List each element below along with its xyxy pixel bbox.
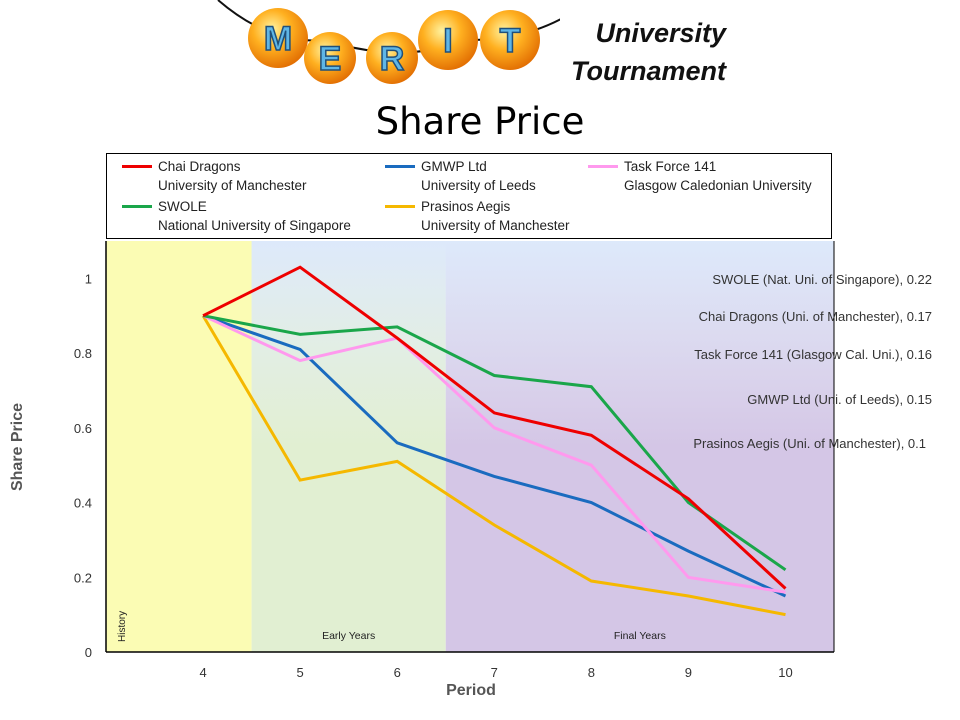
legend-uni-prasinos: University of Manchester: [421, 218, 570, 233]
chart-legend: Chai Dragons University of Manchester SW…: [106, 153, 832, 239]
chart-title: Share Price: [375, 100, 585, 143]
x-tick-label: 6: [394, 665, 401, 680]
series-line-prasinos: [201, 314, 786, 617]
annotation-swole: SWOLE (Nat. Uni. of Singapore), 0.22: [712, 272, 932, 287]
y-axis-label: Share Price: [9, 402, 26, 492]
brand-line-1: University: [595, 18, 726, 48]
legend-entry-prasinos: Prasinos Aegis University of Manchester: [385, 197, 570, 235]
plot-background-gradient: [251, 241, 835, 652]
x-tick-label: 9: [685, 665, 692, 680]
annotation-chai-dragons: Chai Dragons (Uni. of Manchester), 0.17: [699, 309, 932, 324]
y-tick-label: 0.6: [74, 421, 92, 436]
legend-name-task-force: Task Force 141: [624, 159, 717, 174]
legend-uni-chai-dragons: University of Manchester: [158, 178, 307, 193]
legend-name-chai-dragons: Chai Dragons: [158, 159, 241, 174]
region-label: Final Years: [614, 630, 666, 642]
y-tick-label: 0: [85, 645, 92, 660]
legend-entry-swole: SWOLE National University of Singapore: [122, 197, 351, 235]
series-lines: [201, 265, 787, 617]
annotation-task-force: Task Force 141 (Glasgow Cal. Uni.), 0.16: [694, 347, 932, 362]
logo-ball: [480, 10, 540, 70]
legend-name-prasinos: Prasinos Aegis: [421, 199, 511, 214]
tick-labels: 0 0.2 0.4 0.6 0.8 1 4 5 6 7 8 9 10: [74, 271, 793, 680]
axes: [105, 241, 835, 653]
brand-text: University Tournament: [560, 14, 726, 90]
series-line-swole: [202, 314, 787, 572]
legend-uni-swole: National University of Singapore: [158, 218, 351, 233]
y-tick-label: 0.2: [74, 570, 92, 585]
region-band: [106, 241, 252, 652]
x-axis-label: Period: [446, 682, 496, 699]
x-tick-label: 7: [491, 665, 498, 680]
region-label: History: [117, 611, 128, 642]
legend-swatch-prasinos: [385, 205, 415, 208]
y-tick-label: 0.8: [74, 346, 92, 361]
logo-letter: R: [380, 40, 405, 78]
logo-ball: [366, 32, 418, 84]
logo-ball: [304, 32, 356, 84]
region-label: Early Years: [322, 630, 375, 642]
logo-ball: [418, 10, 478, 70]
legend-name-swole: SWOLE: [158, 199, 207, 214]
series-line-chai-dragons: [202, 265, 787, 590]
brand-line-2: Tournament: [571, 56, 726, 86]
legend-uni-task-force: Glasgow Caledonian University: [624, 178, 812, 193]
x-tick-label: 8: [588, 665, 595, 680]
end-annotations: SWOLE (Nat. Uni. of Singapore), 0.22 Chai…: [693, 272, 932, 451]
legend-name-gmwp: GMWP Ltd: [421, 159, 487, 174]
x-tick-label: 10: [778, 665, 792, 680]
logo-ball: [248, 8, 308, 68]
x-tick-label: 5: [297, 665, 304, 680]
logo-letter: T: [500, 22, 521, 60]
series-line-task-force: [202, 314, 786, 594]
merit-logo: ME R I T: [217, 0, 560, 84]
logo-letter: E: [319, 40, 342, 78]
legend-swatch-swole: [122, 205, 152, 208]
logo-letter: M: [264, 20, 292, 58]
annotation-prasinos: Prasinos Aegis (Uni. of Manchester), 0.1: [693, 436, 926, 451]
legend-entry-gmwp: GMWP Ltd University of Leeds: [385, 157, 536, 195]
logo-letter: I: [443, 22, 452, 60]
legend-swatch-chai-dragons: [122, 165, 152, 168]
region-band: [251, 241, 446, 652]
logo-balls: ME R I T: [248, 8, 540, 84]
legend-uni-gmwp: University of Leeds: [421, 178, 536, 193]
legend-swatch-task-force: [588, 165, 618, 168]
series-line-gmwp: [202, 314, 787, 598]
region-bands: History Early Years Final Years: [106, 241, 834, 652]
y-tick-label: 1: [85, 271, 92, 286]
legend-entry-task-force: Task Force 141 Glasgow Caledonian Univer…: [588, 157, 812, 195]
legend-entry-chai-dragons: Chai Dragons University of Manchester: [122, 157, 307, 195]
x-tick-label: 4: [199, 665, 206, 680]
legend-swatch-gmwp: [385, 165, 415, 168]
annotation-gmwp: GMWP Ltd (Uni. of Leeds), 0.15: [747, 392, 932, 407]
region-band: [445, 241, 834, 652]
y-tick-label: 0.4: [74, 496, 92, 511]
